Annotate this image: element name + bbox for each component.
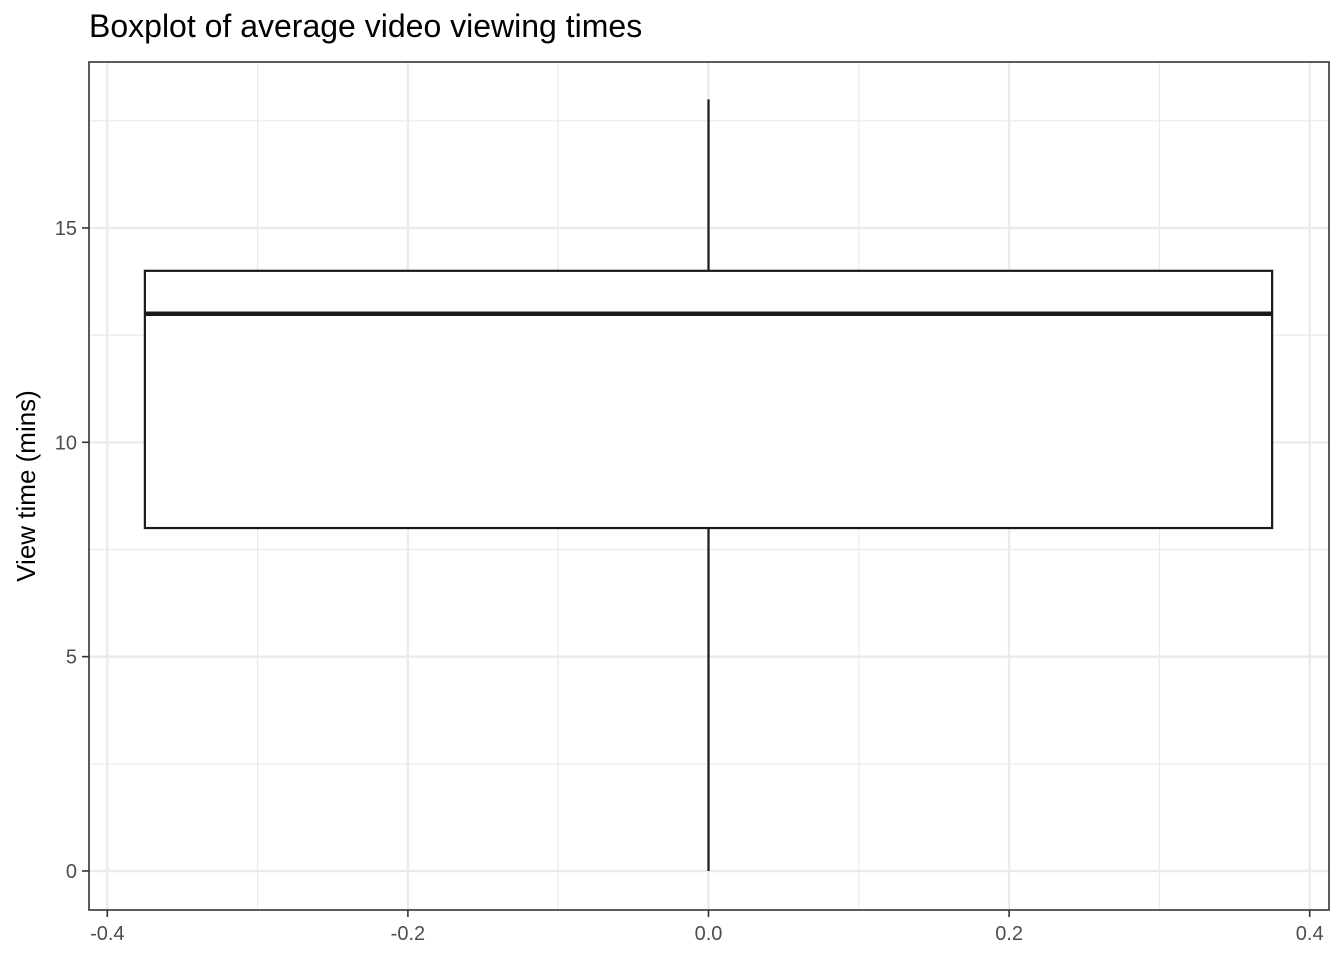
x-tick-label: 0.4	[1296, 923, 1324, 945]
boxplot	[143, 99, 1274, 871]
x-tick-label: -0.2	[391, 923, 425, 945]
x-tick-label: 0.0	[695, 923, 723, 945]
y-tick-label: 15	[55, 218, 77, 240]
x-tick-label: 0.2	[995, 923, 1023, 945]
axes: -0.4 -0.2 0.0 0.2 0.4 0 5 10 15	[55, 218, 1324, 945]
y-tick-label: 10	[55, 432, 77, 454]
box-iqr	[143, 269, 1274, 530]
y-tick-label: 5	[66, 647, 77, 669]
y-tick-label: 0	[66, 861, 77, 883]
x-tick-label: -0.4	[90, 923, 124, 945]
y-axis-title: View time (mins)	[11, 390, 41, 582]
chart-title: Boxplot of average video viewing times	[89, 8, 643, 44]
